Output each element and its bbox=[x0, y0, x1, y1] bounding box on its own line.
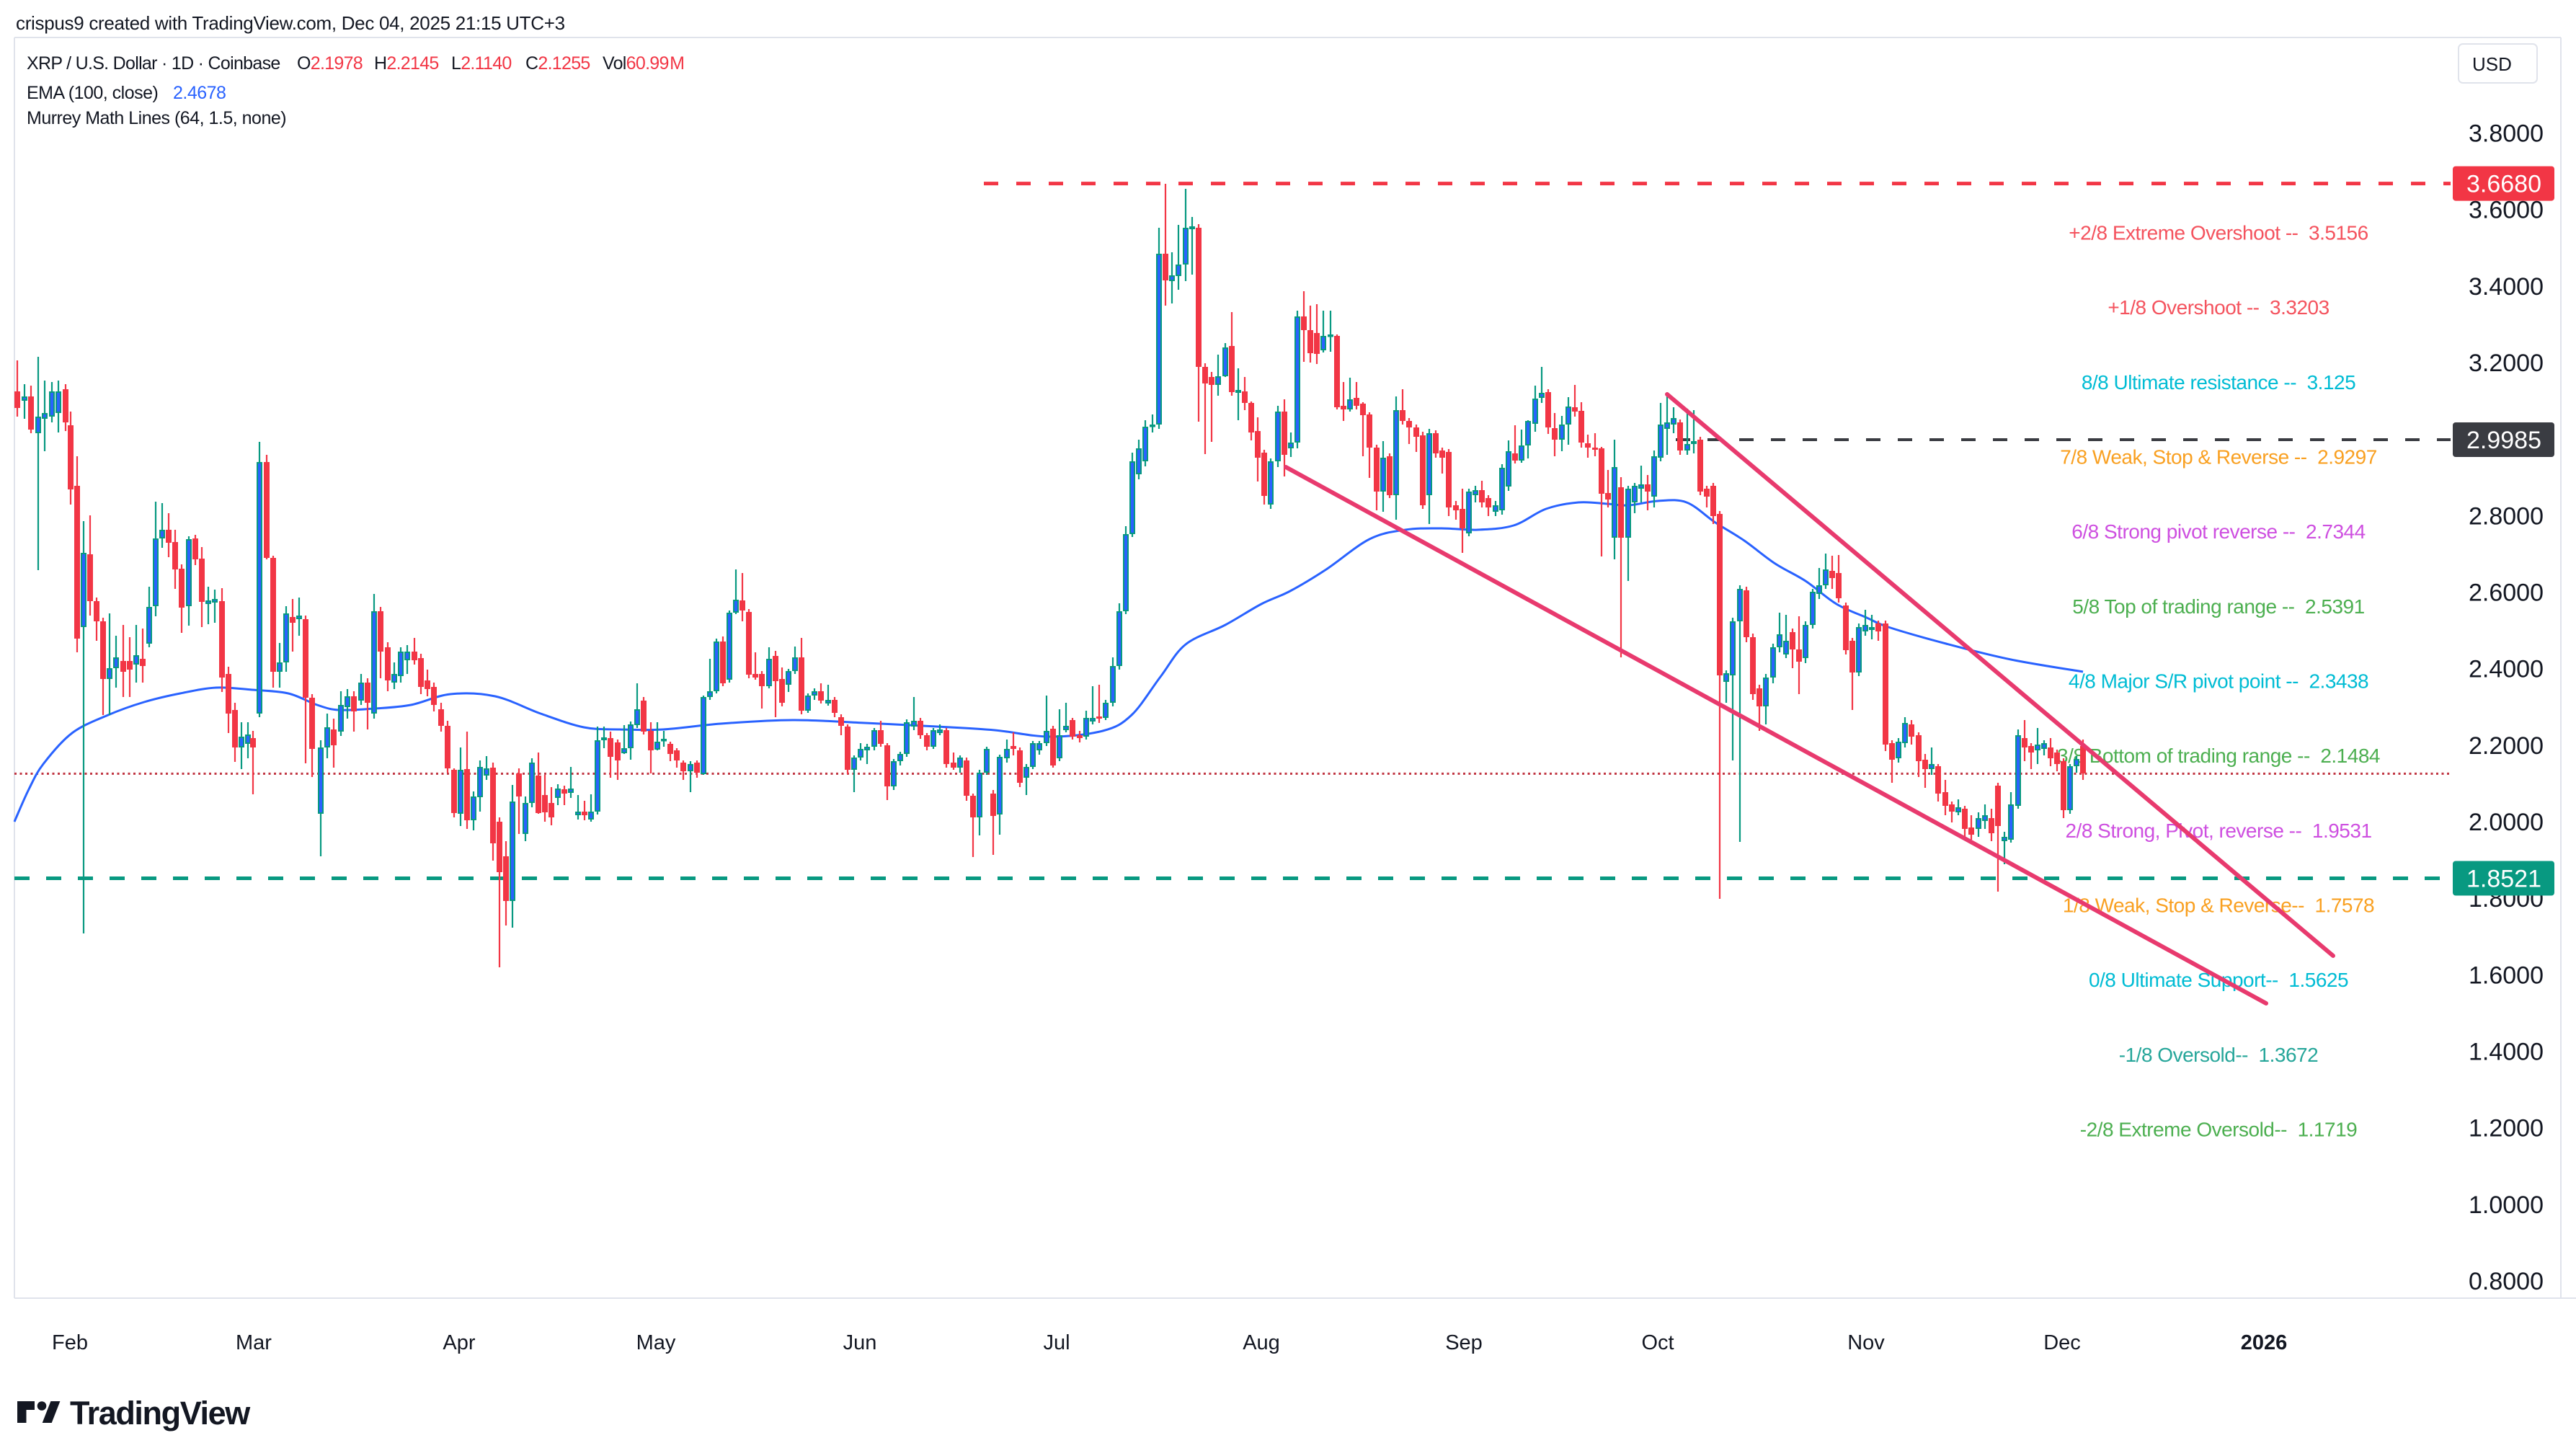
svg-text:2.4000: 2.4000 bbox=[2469, 656, 2544, 683]
svg-text:1.2000: 1.2000 bbox=[2469, 1115, 2544, 1142]
svg-text:H2.2145: H2.2145 bbox=[374, 53, 439, 74]
svg-text:Murrey Math Lines (64, 1.5, no: Murrey Math Lines (64, 1.5, none) bbox=[27, 108, 286, 128]
svg-text:-1/8 Oversold-- 1.3672: -1/8 Oversold-- 1.3672 bbox=[2119, 1044, 2318, 1066]
svg-text:2/8 Strong, Pivot, reverse --: 2/8 Strong, Pivot, reverse -- 1.9531 bbox=[2065, 820, 2371, 842]
svg-text:2.6000: 2.6000 bbox=[2469, 580, 2544, 607]
svg-text:2.4678: 2.4678 bbox=[173, 83, 226, 103]
svg-text:1/8 Weak, Stop & Reverse-- 1.: 1/8 Weak, Stop & Reverse-- 1.7578 bbox=[2063, 895, 2374, 917]
svg-text:Dec: Dec bbox=[2043, 1331, 2081, 1354]
svg-text:O2.1978: O2.1978 bbox=[297, 53, 363, 74]
svg-text:Feb: Feb bbox=[52, 1331, 88, 1354]
svg-text:3.2000: 3.2000 bbox=[2469, 350, 2544, 377]
svg-text:2.2000: 2.2000 bbox=[2469, 732, 2544, 760]
svg-text:TradingView: TradingView bbox=[70, 1395, 251, 1431]
svg-text:Apr: Apr bbox=[443, 1331, 475, 1354]
svg-text:L2.1140: L2.1140 bbox=[451, 53, 512, 74]
svg-text:1.4000: 1.4000 bbox=[2469, 1039, 2544, 1066]
svg-text:3/8 Bottom of trading range --: 3/8 Bottom of trading range -- 2.1484 bbox=[2057, 745, 2380, 767]
svg-text:1.8521: 1.8521 bbox=[2466, 866, 2541, 893]
svg-text:8/8 Ultimate resistance -- 3.: 8/8 Ultimate resistance -- 3.125 bbox=[2082, 371, 2355, 394]
svg-text:7/8 Weak, Stop & Reverse -- 2: 7/8 Weak, Stop & Reverse -- 2.9297 bbox=[2060, 446, 2377, 469]
svg-text:3.4000: 3.4000 bbox=[2469, 273, 2544, 301]
svg-text:Aug: Aug bbox=[1243, 1331, 1280, 1354]
svg-text:6/8 Strong pivot reverse -- 2: 6/8 Strong pivot reverse -- 2.7344 bbox=[2071, 520, 2365, 543]
svg-text:Jun: Jun bbox=[843, 1331, 877, 1354]
svg-text:3.6000: 3.6000 bbox=[2469, 197, 2544, 224]
svg-text:2.0000: 2.0000 bbox=[2469, 809, 2544, 836]
svg-text:Oct: Oct bbox=[1641, 1331, 1674, 1354]
svg-text:4/8 Major S/R pivot point --: 4/8 Major S/R pivot point -- 2.3438 bbox=[2069, 670, 2368, 693]
svg-text:May: May bbox=[636, 1331, 676, 1354]
svg-text:0.8000: 0.8000 bbox=[2469, 1268, 2544, 1295]
svg-text:3.6680: 3.6680 bbox=[2466, 171, 2541, 198]
svg-text:0/8 Ultimate Support-- 1.5625: 0/8 Ultimate Support-- 1.5625 bbox=[2089, 969, 2348, 991]
svg-text:C2.1255: C2.1255 bbox=[525, 53, 590, 74]
svg-text:XRP / U.S. Dollar · 1D · Coinb: XRP / U.S. Dollar · 1D · Coinbase bbox=[27, 53, 280, 74]
svg-text:Mar: Mar bbox=[236, 1331, 272, 1354]
svg-text:EMA (100, close): EMA (100, close) bbox=[27, 83, 158, 103]
svg-text:Jul: Jul bbox=[1043, 1331, 1070, 1354]
svg-text:crispus9 created with TradingV: crispus9 created with TradingView.com, D… bbox=[16, 12, 565, 34]
svg-text:-2/8 Extreme Oversold-- 1.171: -2/8 Extreme Oversold-- 1.1719 bbox=[2080, 1119, 2357, 1141]
svg-text:Sep: Sep bbox=[1445, 1331, 1483, 1354]
svg-text:+1/8 Overshoot -- 3.3203: +1/8 Overshoot -- 3.3203 bbox=[2108, 296, 2329, 319]
svg-text:Vol60.99 M: Vol60.99 M bbox=[603, 53, 684, 74]
svg-text:2026: 2026 bbox=[2241, 1331, 2288, 1354]
svg-text:5/8 Top of trading range -- 2: 5/8 Top of trading range -- 2.5391 bbox=[2072, 595, 2364, 618]
svg-text:USD: USD bbox=[2472, 53, 2512, 75]
svg-text:2.8000: 2.8000 bbox=[2469, 502, 2544, 530]
svg-text:3.8000: 3.8000 bbox=[2469, 120, 2544, 148]
svg-text:1.6000: 1.6000 bbox=[2469, 962, 2544, 989]
svg-text:1.0000: 1.0000 bbox=[2469, 1191, 2544, 1219]
svg-text:2.9985: 2.9985 bbox=[2466, 427, 2541, 454]
svg-text:Nov: Nov bbox=[1847, 1331, 1885, 1354]
svg-text:+2/8 Extreme Overshoot -- 3.5: +2/8 Extreme Overshoot -- 3.5156 bbox=[2069, 222, 2368, 244]
